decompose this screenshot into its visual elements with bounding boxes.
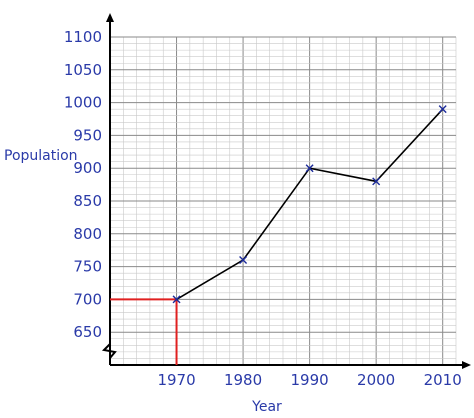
x-axis-label: Year: [251, 399, 282, 415]
y-tick-label-1100: 1100: [64, 28, 102, 46]
x-tick-label-1970: 1970: [157, 371, 195, 389]
y-tick-label-800: 800: [73, 225, 102, 243]
data-point-2010: [438, 105, 447, 114]
y-tick-label-750: 750: [73, 258, 102, 276]
y-tick-label-1000: 1000: [64, 94, 102, 112]
reading-annotation: [110, 298, 178, 365]
y-tick-label-1050: 1050: [64, 61, 102, 79]
data-point-1990: [305, 164, 314, 173]
y-axis-break-mark: [101, 343, 117, 359]
y-tick-label-650: 650: [73, 323, 102, 341]
data-point-2000: [372, 177, 381, 186]
grid: [109, 36, 457, 366]
y-tick-label-850: 850: [73, 192, 102, 210]
y-tick-labels: 650 700 750 800 850 900 950 1000 1050 1100: [64, 28, 102, 341]
y-tick-label-700: 700: [73, 290, 102, 308]
axes: [101, 13, 471, 369]
y-axis-arrow: [106, 13, 114, 22]
x-tick-labels: 1970 1980 1990 2000 2010: [157, 371, 461, 389]
x-tick-label-2010: 2010: [424, 371, 462, 389]
x-axis-arrow: [462, 361, 471, 369]
data-point-1970: [172, 295, 181, 304]
x-tick-label-1980: 1980: [224, 371, 262, 389]
y-tick-label-900: 900: [73, 159, 102, 177]
x-tick-label-1990: 1990: [291, 371, 329, 389]
x-tick-label-2000: 2000: [357, 371, 395, 389]
data-point-1980: [239, 256, 248, 265]
y-axis-label: Population: [4, 148, 78, 164]
series-population: [172, 105, 447, 304]
y-tick-label-950: 950: [73, 126, 102, 144]
